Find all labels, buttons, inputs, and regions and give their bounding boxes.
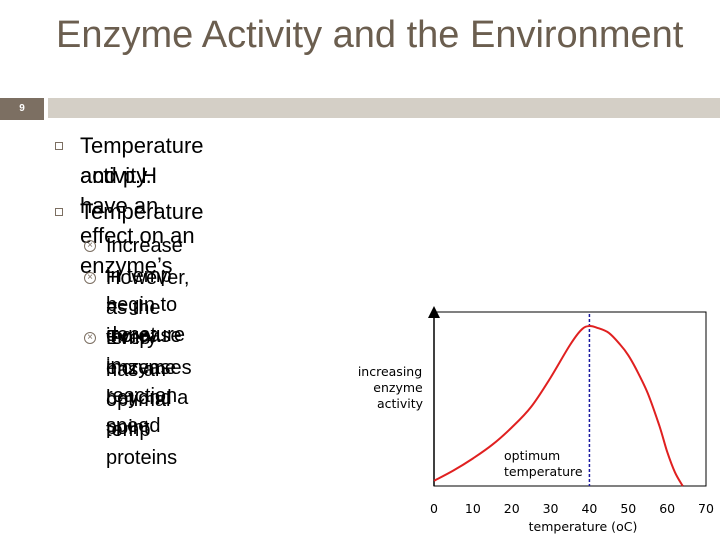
- optimum-annotation: optimum temperature: [504, 448, 583, 479]
- sub-bullet-text: Increase in temp = increase in reaction …: [106, 235, 183, 437]
- y-axis-label-line: enzyme: [373, 380, 423, 395]
- x-tick-label: 50: [620, 501, 636, 516]
- circle-x-bullet-icon: ×: [84, 272, 96, 284]
- slide-number: 9: [19, 103, 25, 114]
- bullet-text: Temperature: [80, 199, 204, 224]
- x-axis-label-suffix: ): [632, 519, 637, 534]
- sub-bullet-text: has an optimal temp: [106, 359, 171, 441]
- x-tick-label: 10: [465, 501, 481, 516]
- slide-title: Enzyme Activity and the Environment: [56, 14, 684, 56]
- optimum-annotation-line: temperature: [504, 464, 583, 479]
- x-tick-label: 30: [543, 501, 559, 516]
- x-tick-label: 40: [581, 501, 597, 516]
- x-tick-label: 0: [430, 501, 438, 516]
- x-tick-labels: 0 10 20 30 40 50 60 70: [430, 501, 714, 516]
- sub-bullet-text: begin to denature: [106, 294, 185, 346]
- circle-x-bullet-icon: ×: [84, 240, 96, 252]
- sub-bullet-text: Every enzyme: [106, 327, 177, 379]
- y-axis-label-line: activity: [377, 396, 424, 411]
- circle-x-bullet-icon: ×: [84, 332, 96, 344]
- slide-number-band: [0, 98, 44, 120]
- x-axis-label: temperature (oC): [529, 519, 638, 534]
- square-bullet-icon: [55, 208, 63, 216]
- enzyme-activity-chart: increasing enzyme activity 0 10 20 30 40 50 60…: [358, 306, 714, 534]
- title-underline-band: [48, 98, 720, 118]
- chart-plot-area: [433, 311, 707, 487]
- x-axis-label-unit: oC: [616, 519, 633, 534]
- y-axis-label: increasing enzyme activity: [358, 364, 424, 411]
- x-tick-label: 60: [659, 501, 675, 516]
- sub-bullet-text: However, as the temp increases beyond a …: [106, 267, 192, 469]
- x-axis-label-prefix: temperature (: [529, 519, 616, 534]
- optimum-annotation-line: optimum: [504, 448, 560, 463]
- bullet-text: Temperature and p.H have an effect on an…: [80, 133, 204, 278]
- x-tick-label: 70: [698, 501, 714, 516]
- y-axis-label-line: increasing: [358, 364, 422, 379]
- bullet-text: activity.: [80, 163, 152, 188]
- square-bullet-icon: [55, 142, 63, 150]
- enzyme-activity-curve: [433, 324, 684, 487]
- x-tick-label: 20: [504, 501, 520, 516]
